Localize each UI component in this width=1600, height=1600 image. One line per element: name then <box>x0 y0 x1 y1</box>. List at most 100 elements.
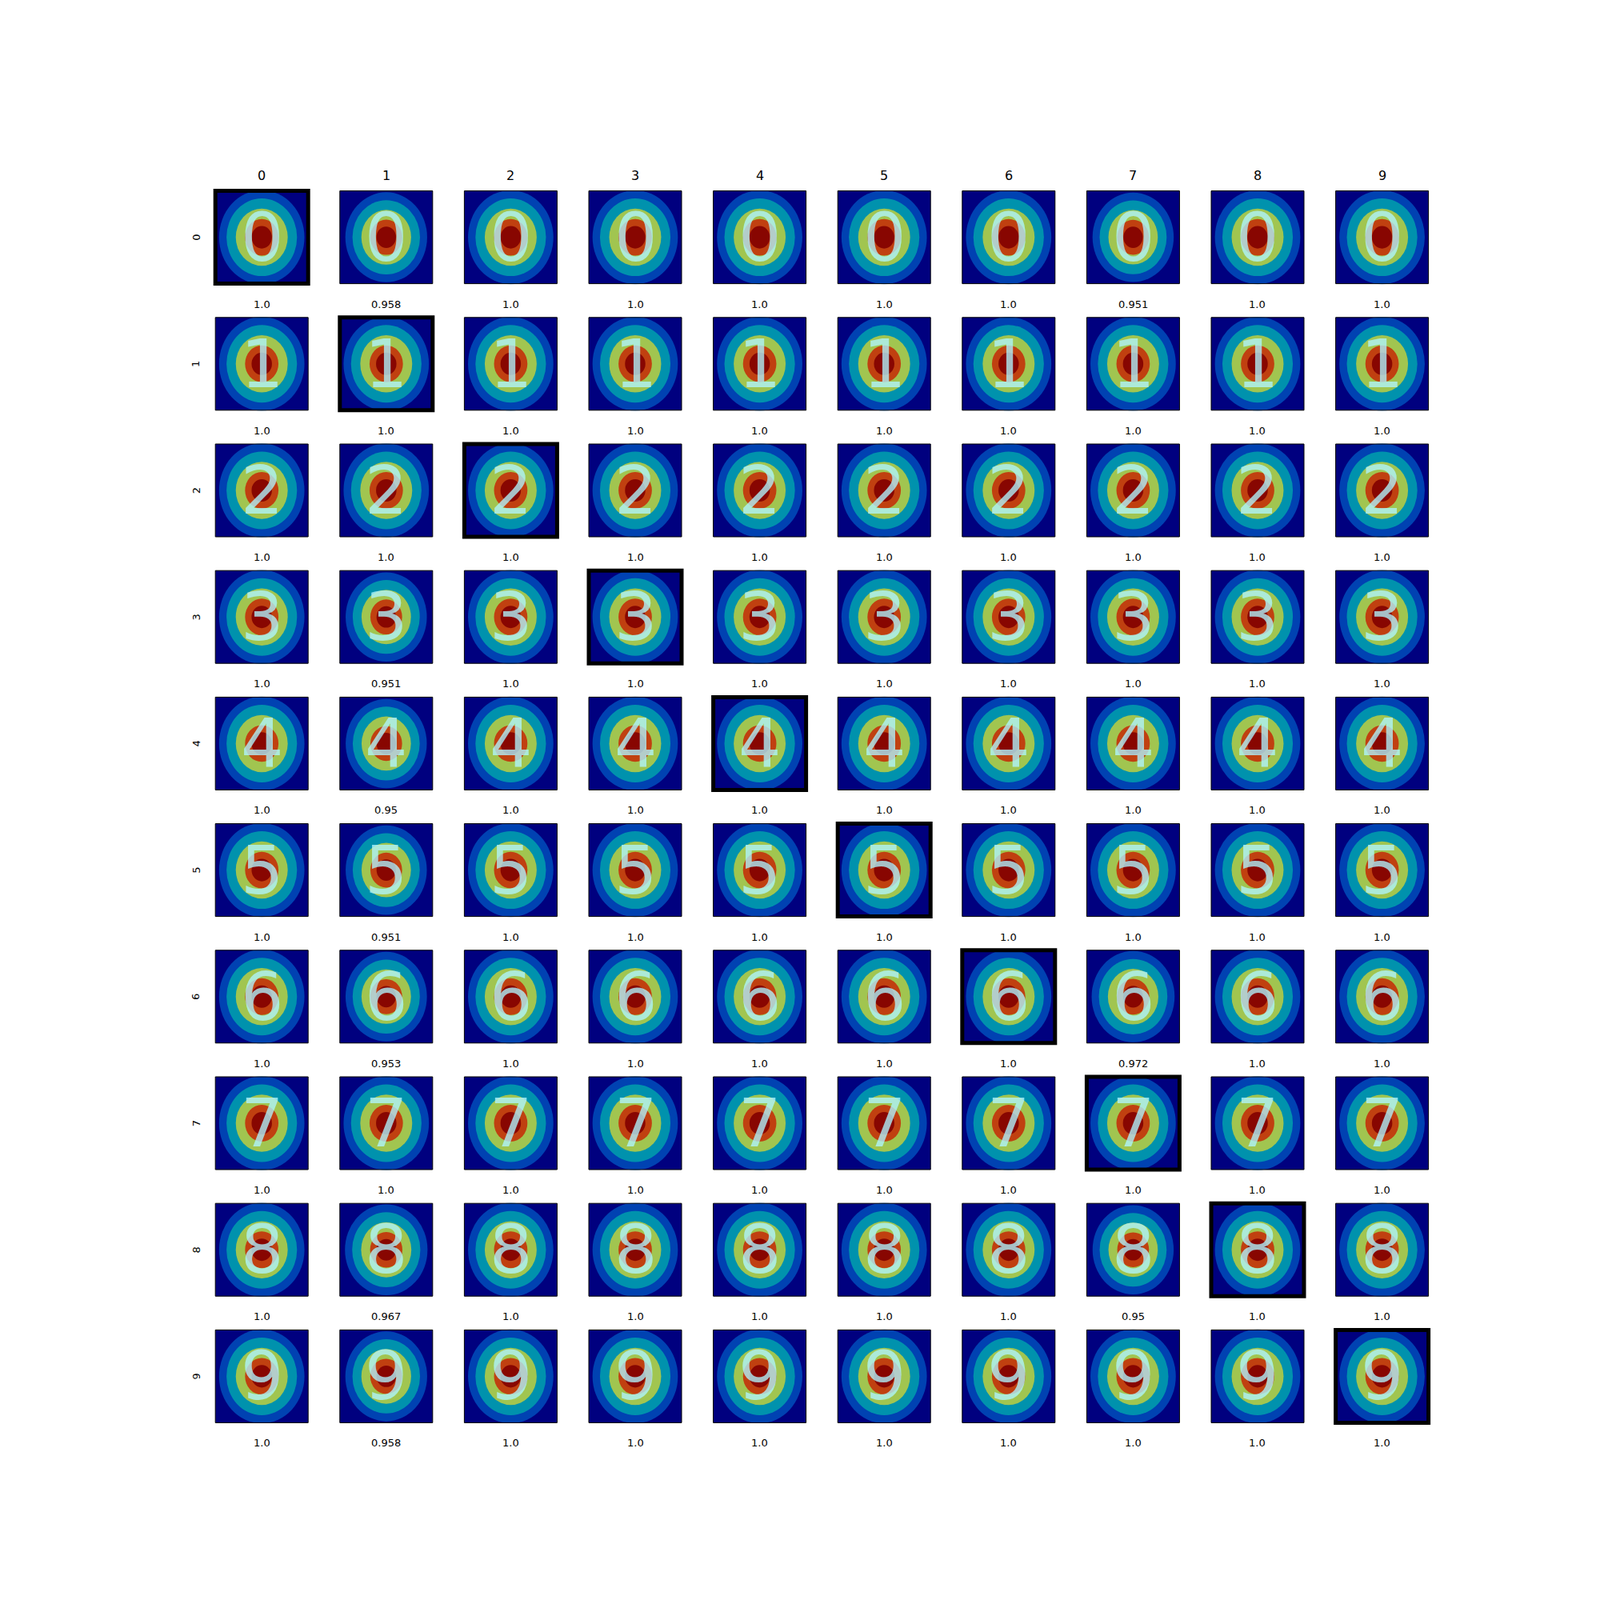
svg-text:1.0: 1.0 <box>1248 804 1266 816</box>
svg-text:0.951: 0.951 <box>371 931 401 944</box>
svg-text:9: 9 <box>364 1336 408 1416</box>
svg-text:1.0: 1.0 <box>627 1310 644 1323</box>
svg-text:1.0: 1.0 <box>1373 1184 1391 1196</box>
svg-text:5: 5 <box>364 831 408 910</box>
svg-text:4: 4 <box>756 168 764 184</box>
svg-text:1.0: 1.0 <box>1000 1436 1017 1449</box>
svg-text:1: 1 <box>240 324 284 404</box>
svg-text:0.967: 0.967 <box>371 1310 401 1323</box>
svg-text:4: 4 <box>364 704 408 783</box>
svg-text:1.0: 1.0 <box>1373 1310 1391 1323</box>
svg-text:9: 9 <box>1236 1336 1279 1416</box>
svg-text:3: 3 <box>738 577 781 656</box>
svg-text:1.0: 1.0 <box>1000 551 1017 564</box>
svg-text:4: 4 <box>738 704 781 783</box>
svg-text:6: 6 <box>1360 957 1404 1036</box>
svg-text:4: 4 <box>987 704 1030 783</box>
svg-text:1.0: 1.0 <box>1124 931 1142 944</box>
svg-text:1.0: 1.0 <box>876 551 893 564</box>
svg-text:1.0: 1.0 <box>1124 804 1142 816</box>
svg-text:4: 4 <box>614 704 657 783</box>
svg-text:1.0: 1.0 <box>1248 298 1266 311</box>
svg-text:9: 9 <box>1378 168 1387 184</box>
svg-text:4: 4 <box>489 704 532 783</box>
svg-text:1.0: 1.0 <box>627 424 644 437</box>
svg-text:2: 2 <box>1236 451 1279 530</box>
svg-text:1.0: 1.0 <box>627 298 644 311</box>
svg-text:1: 1 <box>1236 324 1279 404</box>
svg-text:0: 0 <box>738 198 781 277</box>
svg-text:8: 8 <box>614 1210 657 1289</box>
svg-text:4: 4 <box>863 704 906 783</box>
svg-text:0.953: 0.953 <box>371 1057 401 1070</box>
svg-text:1.0: 1.0 <box>1000 298 1017 311</box>
svg-text:1.0: 1.0 <box>876 677 893 690</box>
svg-text:2: 2 <box>863 451 906 530</box>
svg-text:6: 6 <box>1112 957 1155 1036</box>
svg-text:0.958: 0.958 <box>371 1436 401 1449</box>
svg-text:4: 4 <box>240 704 284 783</box>
svg-text:1.0: 1.0 <box>1000 424 1017 437</box>
svg-text:1.0: 1.0 <box>502 804 520 816</box>
svg-text:1.0: 1.0 <box>1000 1184 1017 1196</box>
svg-text:2: 2 <box>1360 451 1404 530</box>
svg-text:1.0: 1.0 <box>253 804 271 816</box>
svg-text:1.0: 1.0 <box>751 298 768 311</box>
svg-text:1.0: 1.0 <box>253 298 271 311</box>
svg-text:1.0: 1.0 <box>751 551 768 564</box>
svg-text:1.0: 1.0 <box>377 424 395 437</box>
svg-text:1.0: 1.0 <box>502 1057 520 1070</box>
svg-text:8: 8 <box>863 1210 906 1289</box>
svg-text:1: 1 <box>489 324 532 404</box>
svg-text:1.0: 1.0 <box>876 1057 893 1070</box>
svg-text:1.0: 1.0 <box>751 424 768 437</box>
svg-text:1.0: 1.0 <box>1373 1436 1391 1449</box>
svg-text:1.0: 1.0 <box>1000 1310 1017 1323</box>
svg-text:9: 9 <box>987 1336 1030 1416</box>
svg-text:1.0: 1.0 <box>1248 677 1266 690</box>
svg-text:1.0: 1.0 <box>627 1184 644 1196</box>
svg-text:7: 7 <box>614 1084 657 1163</box>
svg-text:7: 7 <box>240 1084 284 1163</box>
svg-text:1.0: 1.0 <box>502 1436 520 1449</box>
svg-text:1.0: 1.0 <box>1248 1184 1266 1196</box>
svg-text:1.0: 1.0 <box>1373 424 1391 437</box>
svg-text:8: 8 <box>1360 1210 1404 1289</box>
svg-text:1.0: 1.0 <box>627 677 644 690</box>
svg-text:1.0: 1.0 <box>876 804 893 816</box>
svg-text:1.0: 1.0 <box>253 1184 271 1196</box>
svg-text:0: 0 <box>364 198 408 277</box>
svg-text:0: 0 <box>1360 198 1404 277</box>
svg-text:1.0: 1.0 <box>751 1184 768 1196</box>
svg-text:1: 1 <box>1360 324 1404 404</box>
svg-text:1.0: 1.0 <box>751 1436 768 1449</box>
svg-text:7: 7 <box>738 1084 781 1163</box>
svg-text:5: 5 <box>240 831 284 910</box>
svg-text:1.0: 1.0 <box>253 424 271 437</box>
svg-text:0: 0 <box>1236 198 1279 277</box>
svg-text:5: 5 <box>1236 831 1279 910</box>
svg-text:6: 6 <box>987 957 1030 1036</box>
svg-text:2: 2 <box>614 451 657 530</box>
svg-text:1: 1 <box>738 324 781 404</box>
svg-text:3: 3 <box>1112 577 1155 656</box>
svg-text:0: 0 <box>190 234 203 241</box>
svg-text:0: 0 <box>987 198 1030 277</box>
svg-text:1.0: 1.0 <box>1373 1057 1391 1070</box>
svg-text:1.0: 1.0 <box>627 804 644 816</box>
svg-text:1.0: 1.0 <box>1248 1436 1266 1449</box>
svg-text:9: 9 <box>240 1336 284 1416</box>
svg-text:3: 3 <box>1236 577 1279 656</box>
svg-text:3: 3 <box>240 577 284 656</box>
svg-text:1.0: 1.0 <box>502 1184 520 1196</box>
svg-text:1.0: 1.0 <box>1248 1310 1266 1323</box>
svg-text:1.0: 1.0 <box>1124 1184 1142 1196</box>
svg-text:1.0: 1.0 <box>253 1436 271 1449</box>
svg-text:3: 3 <box>489 577 532 656</box>
svg-text:9: 9 <box>489 1336 532 1416</box>
svg-text:1.0: 1.0 <box>876 424 893 437</box>
svg-text:1.0: 1.0 <box>1373 298 1391 311</box>
svg-text:1.0: 1.0 <box>627 1057 644 1070</box>
svg-text:1.0: 1.0 <box>751 931 768 944</box>
svg-text:1.0: 1.0 <box>253 551 271 564</box>
